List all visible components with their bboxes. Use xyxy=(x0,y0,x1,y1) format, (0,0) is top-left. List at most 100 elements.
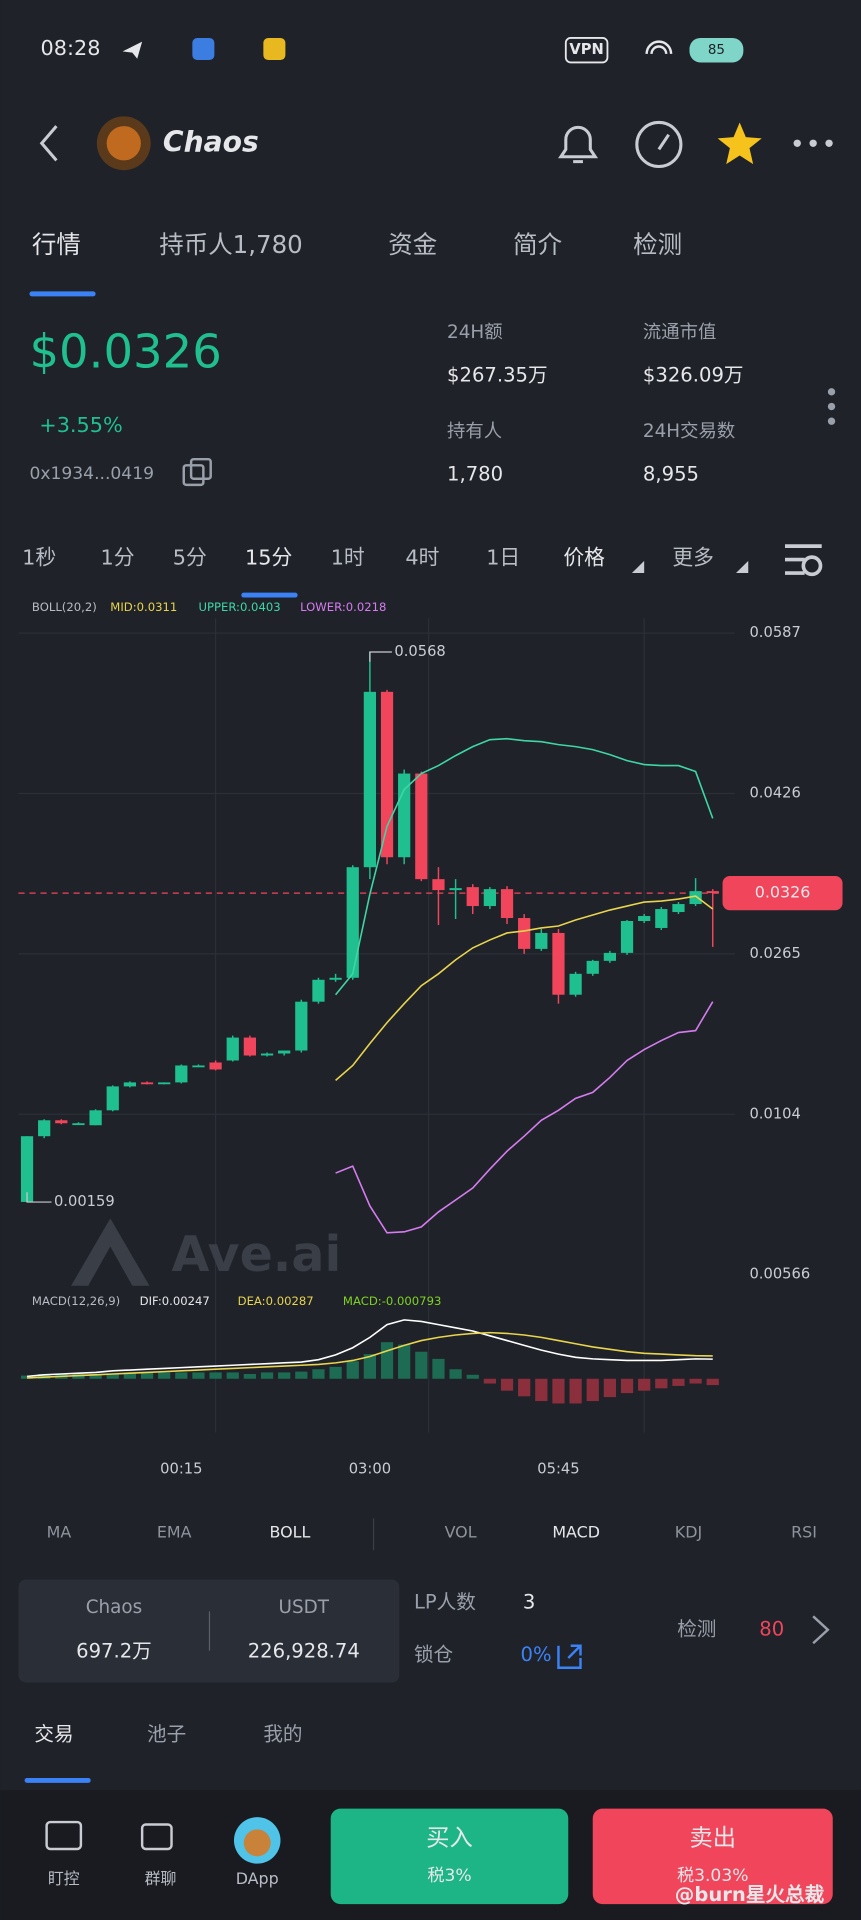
tab[interactable]: 持币人1,780 xyxy=(159,230,302,259)
bell-button[interactable] xyxy=(558,125,599,164)
high-label: 0.0568 xyxy=(394,643,445,660)
check-chevron[interactable] xyxy=(812,1615,830,1645)
back-button[interactable] xyxy=(39,125,58,162)
macd-bar xyxy=(398,1344,411,1379)
copy-button[interactable] xyxy=(182,464,205,487)
macd-bar xyxy=(586,1378,599,1402)
monitor-icon[interactable] xyxy=(45,1820,83,1851)
watermark-logo xyxy=(71,1218,150,1286)
interval[interactable]: 1日 xyxy=(486,545,520,569)
macd-bar xyxy=(706,1378,719,1386)
settings-gear xyxy=(801,555,823,577)
indicator-tab[interactable]: KDJ xyxy=(675,1523,702,1542)
lock-label: 锁仓 xyxy=(414,1643,453,1666)
gauge-button[interactable] xyxy=(635,120,683,169)
chat-icon[interactable] xyxy=(140,1823,173,1851)
high-marker xyxy=(369,651,392,662)
wifi-icon xyxy=(645,40,673,55)
tab[interactable]: 行情 xyxy=(32,230,81,259)
price-change: +3.55% xyxy=(39,413,123,437)
lp-count: 3 xyxy=(523,1590,535,1613)
indicator-tab[interactable]: MA xyxy=(47,1523,72,1542)
candle-body xyxy=(260,1053,274,1056)
indicator-tab[interactable]: MACD xyxy=(552,1523,600,1542)
bottom-tab[interactable]: 我的 xyxy=(263,1723,302,1746)
interval[interactable]: 4时 xyxy=(405,545,439,569)
interval[interactable]: 价格 xyxy=(563,545,605,569)
bottom-tab[interactable]: 交易 xyxy=(34,1723,73,1746)
macd-bar xyxy=(552,1378,565,1404)
lock-value: 0% xyxy=(520,1643,551,1666)
bottom-tab-bar: 交易 池子 我的 xyxy=(34,1723,302,1746)
check-label[interactable]: 检测 xyxy=(677,1617,716,1640)
dropdown-arrows xyxy=(631,560,749,574)
interval[interactable]: 1分 xyxy=(101,545,135,569)
indicator-legend: LOWER:0.0218 xyxy=(300,600,386,614)
indicator-tab[interactable]: RSI xyxy=(791,1523,817,1542)
contract-address: 0x1934...0419 xyxy=(29,464,154,484)
favorite-button[interactable] xyxy=(717,122,762,165)
candle-body xyxy=(638,916,651,921)
candle-body xyxy=(449,888,462,891)
tab[interactable]: 检测 xyxy=(633,230,682,259)
pool-quote: USDT xyxy=(279,1597,330,1618)
lock-link[interactable] xyxy=(557,1644,582,1669)
indicator-legend: DIF:0.00247 xyxy=(140,1294,210,1308)
interval[interactable]: 5分 xyxy=(173,545,207,569)
chart: 0.0587 0.0426 0.0265 0.0104 0.00566 BOLL(20,2… xyxy=(18,600,843,1477)
candle-body xyxy=(192,1065,205,1068)
macd-line xyxy=(26,1331,713,1379)
tab[interactable]: 简介 xyxy=(513,230,562,259)
indicator-tab[interactable]: BOLL xyxy=(269,1523,310,1542)
interval[interactable]: 15分 xyxy=(245,545,292,569)
indicator-tab[interactable]: VOL xyxy=(445,1523,477,1542)
interval[interactable]: 更多 xyxy=(672,545,714,569)
chart-settings-button[interactable] xyxy=(784,544,822,575)
macd-bar xyxy=(449,1369,462,1379)
token-avatar-inner xyxy=(106,126,141,161)
interval[interactable]: 1时 xyxy=(331,545,365,569)
buy-button[interactable] xyxy=(330,1808,569,1905)
sell-label: 卖出 xyxy=(689,1825,736,1852)
macd-bar xyxy=(346,1361,359,1379)
macd-bar xyxy=(295,1371,308,1379)
macd-bar xyxy=(226,1372,239,1379)
macd-bar xyxy=(432,1358,445,1379)
bottom-tab[interactable]: 池子 xyxy=(147,1723,186,1746)
low-marker xyxy=(26,1192,52,1203)
candle-body xyxy=(518,918,531,949)
candle-body xyxy=(243,1037,257,1056)
nav-label[interactable]: 群聊 xyxy=(145,1869,177,1888)
macd-line xyxy=(26,1319,713,1378)
nav-items: 盯控 群聊 DApp xyxy=(48,1869,279,1888)
candle-body xyxy=(346,867,359,978)
macd-bar xyxy=(209,1372,222,1379)
pool-quote-amount: 226,928.74 xyxy=(248,1639,360,1662)
macd-bar xyxy=(260,1372,274,1379)
candle-body xyxy=(569,973,582,995)
macd-bar xyxy=(380,1342,394,1379)
pool-token-amount: 697.2万 xyxy=(76,1639,152,1662)
indicator-legend: MID:0.0311 xyxy=(110,600,177,614)
tab[interactable]: 资金 xyxy=(388,230,437,259)
lp-label: LP人数 xyxy=(414,1590,476,1613)
candle-body xyxy=(89,1110,102,1126)
buy-tax: 税3% xyxy=(427,1866,471,1886)
macd-bar xyxy=(329,1366,342,1379)
more-button[interactable] xyxy=(793,139,833,147)
app-icon xyxy=(263,37,286,60)
nav-label[interactable]: 盯控 xyxy=(48,1869,80,1888)
candle-body xyxy=(483,889,497,907)
candle-body xyxy=(158,1082,171,1085)
candle-body xyxy=(363,691,377,868)
macd-bar xyxy=(192,1372,205,1379)
candle-body xyxy=(415,773,428,880)
indicator-tab[interactable]: EMA xyxy=(157,1523,192,1542)
nav-label[interactable]: DApp xyxy=(236,1869,279,1888)
interval[interactable]: 1秒 xyxy=(22,545,56,569)
sell-button[interactable] xyxy=(592,1808,833,1905)
more-stats-button[interactable] xyxy=(827,388,836,425)
